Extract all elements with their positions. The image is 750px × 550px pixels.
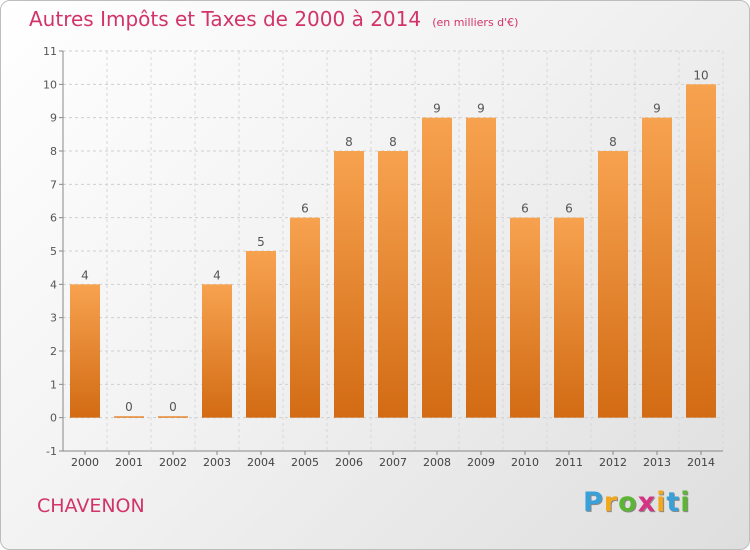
logo-letter: r xyxy=(603,487,619,518)
y-tick-label: 2 xyxy=(50,345,57,358)
bar-2013 xyxy=(642,117,672,418)
bar-layer xyxy=(70,84,716,418)
logo-letter: o xyxy=(618,487,638,518)
data-label-2003: 4 xyxy=(213,268,221,282)
logo-letter: i xyxy=(680,487,691,518)
bar-2014 xyxy=(686,84,716,418)
y-tick-label: 8 xyxy=(50,145,57,158)
chart-title-block: Autres Impôts et Taxes de 2000 à 2014 (e… xyxy=(29,7,518,31)
bar-2003 xyxy=(202,284,232,418)
x-tick-label: 2006 xyxy=(335,456,363,469)
x-tick-label: 2009 xyxy=(467,456,495,469)
data-label-2012: 8 xyxy=(609,135,617,149)
y-tick-label: -1 xyxy=(46,445,57,458)
logo-letter: P xyxy=(583,487,604,518)
x-tick-label: 2002 xyxy=(159,456,187,469)
commune-name: CHAVENON xyxy=(37,495,145,517)
y-tick-label: 9 xyxy=(50,112,57,125)
x-tick-label: 2001 xyxy=(115,456,143,469)
y-tick-label: 11 xyxy=(43,45,57,58)
data-label-2005: 6 xyxy=(301,202,309,216)
data-label-2008: 9 xyxy=(433,102,441,116)
bar-2009 xyxy=(466,117,496,418)
bar-2002 xyxy=(158,416,188,418)
x-tick-label: 2003 xyxy=(203,456,231,469)
x-tick-label: 2011 xyxy=(555,456,583,469)
proxiti-logo: Proxiti xyxy=(583,487,691,518)
label-layer: 4 2000 0 2001 0 2002 4 2003 5 2004 6 2005 8 2006 8 2007… xyxy=(71,68,715,469)
y-tick-label: 3 xyxy=(50,312,57,325)
data-label-2006: 8 xyxy=(345,135,353,149)
data-label-2000: 4 xyxy=(81,268,89,282)
data-label-2007: 8 xyxy=(389,135,397,149)
logo-letter: i xyxy=(656,487,667,518)
x-tick-label: 2014 xyxy=(687,456,715,469)
y-tick-label: 1 xyxy=(50,378,57,391)
y-tick-label: 6 xyxy=(50,212,57,225)
x-tick-label: 2000 xyxy=(71,456,99,469)
x-tick-label: 2013 xyxy=(643,456,671,469)
bar-2005 xyxy=(290,217,320,418)
x-tick-label: 2005 xyxy=(291,456,319,469)
chart-unit: (en milliers d'€) xyxy=(432,16,519,29)
y-tick-label: 0 xyxy=(50,412,57,425)
data-label-2013: 9 xyxy=(653,102,661,116)
bar-2001 xyxy=(114,416,144,418)
data-label-2009: 9 xyxy=(477,102,485,116)
data-label-2011: 6 xyxy=(565,202,573,216)
bar-2010 xyxy=(510,217,540,418)
y-tick-label: 5 xyxy=(50,245,57,258)
bar-2011 xyxy=(554,217,584,418)
x-tick-label: 2008 xyxy=(423,456,451,469)
data-label-2004: 5 xyxy=(257,235,265,249)
bar-2000 xyxy=(70,284,100,418)
bar-2004 xyxy=(246,251,276,418)
y-tick-label: 4 xyxy=(50,278,57,291)
logo-letter: x xyxy=(637,487,657,518)
y-tick-label: 10 xyxy=(43,78,57,91)
bar-2012 xyxy=(598,151,628,418)
bar-2007 xyxy=(378,151,408,418)
x-tick-label: 2007 xyxy=(379,456,407,469)
x-tick-label: 2012 xyxy=(599,456,627,469)
data-label-2002: 0 xyxy=(169,400,177,414)
y-tick-label: 7 xyxy=(50,178,57,191)
x-tick-label: 2004 xyxy=(247,456,275,469)
data-label-2010: 6 xyxy=(521,202,529,216)
data-label-2001: 0 xyxy=(125,400,133,414)
bar-2006 xyxy=(334,151,364,418)
data-label-2014: 10 xyxy=(693,68,708,82)
axis-layer: -1 0 1 2 3 4 5 6 7 8 9 10 11 xyxy=(43,45,723,458)
chart-title: Autres Impôts et Taxes de 2000 à 2014 xyxy=(29,7,422,31)
bar-2008 xyxy=(422,117,452,418)
logo-letter: t xyxy=(666,487,681,518)
x-tick-label: 2010 xyxy=(511,456,539,469)
